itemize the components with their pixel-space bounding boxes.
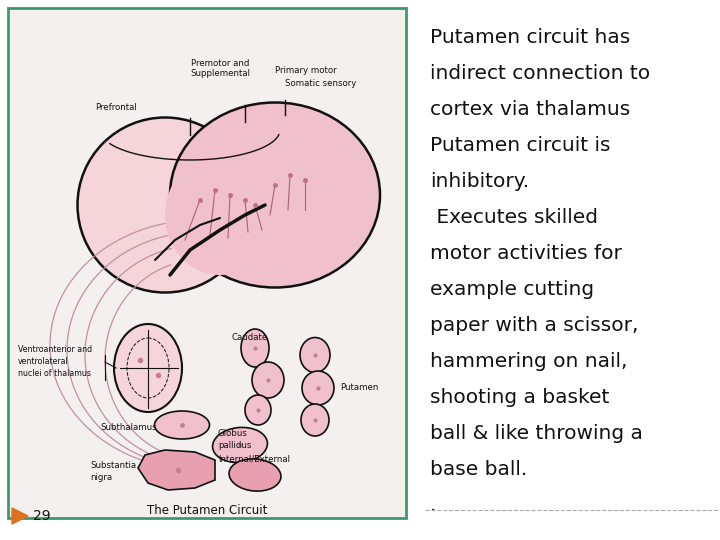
Text: Caudate: Caudate [232,334,269,342]
Text: cortex via thalamus: cortex via thalamus [430,100,630,119]
Text: .: . [430,496,436,515]
Ellipse shape [78,118,253,293]
Text: ventrolateral: ventrolateral [18,357,68,367]
Text: Internal/External: Internal/External [218,455,290,463]
Polygon shape [138,450,215,490]
Text: Somatic sensory: Somatic sensory [285,79,356,88]
Text: shooting a basket: shooting a basket [430,388,609,407]
Text: ball & like throwing a: ball & like throwing a [430,424,643,443]
Ellipse shape [212,427,267,463]
Text: pallidus: pallidus [218,442,251,450]
Text: Executes skilled: Executes skilled [430,208,598,227]
Ellipse shape [252,362,284,398]
Ellipse shape [300,338,330,373]
Text: paper with a scissor,: paper with a scissor, [430,316,639,335]
Text: Primary motor: Primary motor [275,66,337,75]
Text: Putamen circuit is: Putamen circuit is [430,136,611,155]
Text: inhibitory.: inhibitory. [430,172,529,191]
Ellipse shape [241,329,269,367]
Text: Ventroanterior and: Ventroanterior and [18,346,92,354]
Text: nigra: nigra [90,474,112,483]
Text: motor activities for: motor activities for [430,244,622,263]
Text: Supplemental: Supplemental [190,69,250,78]
Text: Substantia: Substantia [90,461,136,469]
Text: hammering on nail,: hammering on nail, [430,352,628,371]
FancyBboxPatch shape [8,8,406,518]
Text: Globus: Globus [218,429,248,437]
Text: Premotor and: Premotor and [191,59,249,68]
Text: base ball.: base ball. [430,460,527,479]
Text: Subthalamus: Subthalamus [100,423,157,433]
Ellipse shape [302,371,334,405]
Ellipse shape [155,411,210,439]
Text: Putamen circuit has: Putamen circuit has [430,28,630,47]
Ellipse shape [170,103,380,287]
Text: Prefrontal: Prefrontal [95,103,137,112]
Ellipse shape [165,155,275,275]
Text: indirect connection to: indirect connection to [430,64,650,83]
Ellipse shape [301,404,329,436]
Text: The Putamen Circuit: The Putamen Circuit [147,503,267,516]
Ellipse shape [114,324,182,412]
Text: Putamen: Putamen [340,383,379,393]
Polygon shape [12,508,28,524]
Text: example cutting: example cutting [430,280,594,299]
Text: nuclei of thalamus: nuclei of thalamus [18,369,91,379]
Text: 29: 29 [33,509,50,523]
Ellipse shape [245,395,271,425]
Ellipse shape [229,459,281,491]
